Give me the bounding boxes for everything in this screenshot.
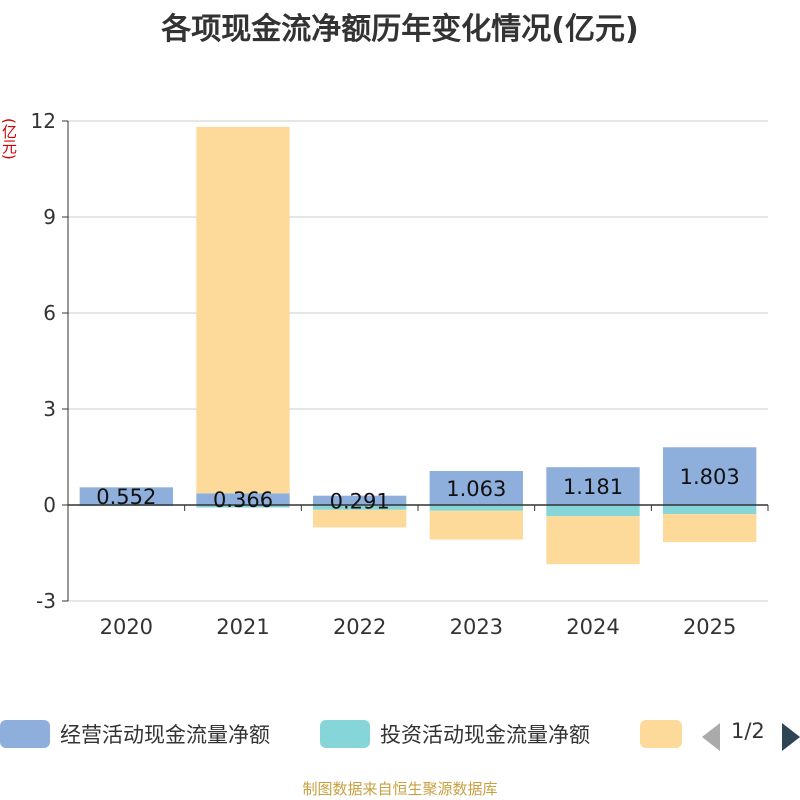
y-tick-label: 9	[43, 205, 56, 229]
bar-financing-2025[interactable]	[663, 513, 757, 543]
bar-financing-2021[interactable]	[196, 126, 290, 494]
x-tick-label: 2020	[100, 615, 153, 639]
legend-swatch-operating	[0, 720, 50, 748]
legend-item-financing[interactable]	[640, 714, 682, 754]
bar-operating-2020[interactable]	[79, 487, 173, 505]
legend-prev-page-icon[interactable]	[702, 723, 720, 751]
bar-investing-2023[interactable]	[429, 505, 523, 511]
bar-investing-2025[interactable]	[663, 505, 757, 514]
legend: 经营活动现金流量净额 投资活动现金流量净额	[0, 714, 800, 754]
bar-operating-2024[interactable]	[546, 467, 640, 505]
x-tick-label: 2025	[683, 615, 736, 639]
x-tick-label: 2024	[566, 615, 619, 639]
bar-investing-2021[interactable]	[196, 505, 290, 508]
data-label-operating: 0.552	[96, 485, 156, 509]
data-label-operating: 1.803	[680, 465, 740, 489]
legend-swatch-financing	[640, 720, 682, 748]
y-tick-label: 12	[31, 109, 56, 133]
data-source-footer: 制图数据来自恒生聚源数据库	[302, 780, 498, 798]
legend-item-investing[interactable]: 投资活动现金流量净额	[320, 714, 590, 754]
chart-title: 各项现金流净额历年变化情况(亿元)	[161, 12, 639, 47]
y-tick-label: 6	[43, 301, 56, 325]
legend-next-page-icon[interactable]	[782, 723, 800, 751]
bar-operating-2021[interactable]	[196, 493, 290, 505]
data-label-operating: 1.181	[563, 475, 623, 499]
data-label-operating: 0.366	[213, 488, 273, 512]
bar-operating-2025[interactable]	[663, 447, 757, 505]
legend-label-operating: 经营活动现金流量净额	[60, 723, 270, 747]
data-label-operating: 0.291	[330, 489, 390, 513]
legend-swatch-investing	[320, 720, 370, 748]
x-tick-label: 2021	[216, 615, 269, 639]
bar-financing-2023[interactable]	[429, 510, 523, 540]
legend-label-investing: 投资活动现金流量净额	[380, 723, 590, 747]
legend-item-operating[interactable]: 经营活动现金流量净额	[0, 714, 270, 754]
data-label-operating: 1.063	[446, 477, 506, 501]
bar-financing-2024[interactable]	[546, 516, 640, 565]
y-tick-label: -3	[36, 589, 56, 613]
bar-operating-2023[interactable]	[429, 470, 523, 505]
legend-page-indicator: 1/2	[731, 719, 765, 743]
bar-financing-2022[interactable]	[313, 509, 407, 528]
y-tick-label: 0	[43, 493, 56, 517]
y-axis-unit: (亿元)	[0, 118, 18, 160]
x-tick-label: 2022	[333, 615, 386, 639]
x-tick-label: 2023	[450, 615, 503, 639]
bar-operating-2022[interactable]	[313, 495, 407, 505]
y-tick-label: 3	[43, 397, 56, 421]
bar-investing-2024[interactable]	[546, 505, 640, 517]
bar-investing-2022[interactable]	[313, 505, 407, 510]
